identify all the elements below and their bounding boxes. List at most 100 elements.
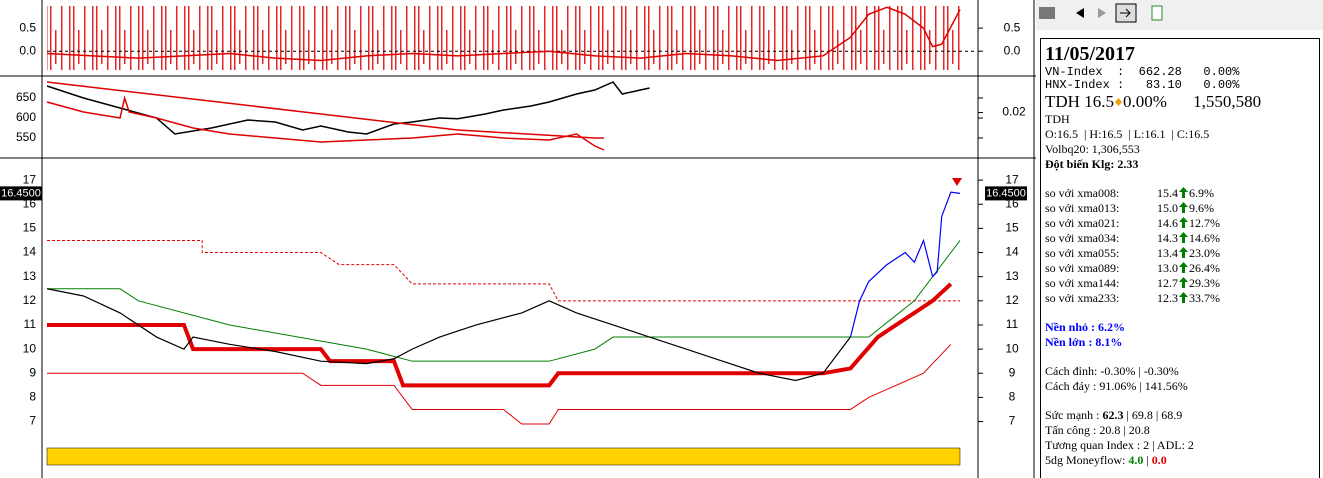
ma-label: so với xma089: — [1045, 261, 1120, 275]
y-tick-label: 10 — [23, 341, 37, 355]
y-tick-label: 15 — [23, 221, 37, 235]
up-arrow — [1179, 247, 1188, 258]
change: 0.00% — [1122, 92, 1167, 111]
ma-row: so với xma233: 12.3 33.7% — [1045, 291, 1315, 306]
y-tick-label: 0.0 — [1004, 43, 1021, 57]
series-line — [46, 95, 605, 151]
ma-pct: 29.3% — [1189, 276, 1220, 290]
up-arrow — [1179, 262, 1188, 273]
y-tick-label: 8 — [29, 390, 36, 404]
export-button[interactable] — [1151, 5, 1163, 21]
ma-pct: 26.4% — [1189, 261, 1220, 275]
attack: Tấn công : 20.8 | 20.8 — [1045, 423, 1150, 437]
ma-row: so với xma021: 14.6 12.7% — [1045, 216, 1315, 231]
base-small: Nền nhỏ : 6.2% — [1045, 320, 1126, 334]
y-tick-label: 650 — [16, 90, 36, 104]
y2-tick-label: 0.02 — [1002, 105, 1026, 119]
ma-value: 14.6 — [1157, 216, 1178, 230]
ma-pct: 9.6% — [1189, 201, 1214, 215]
correlation: Tương quan Index : 2 | ADL: 2 — [1045, 438, 1194, 452]
ma-row: so với xma055: 13.4 23.0% — [1045, 246, 1315, 261]
series-line — [46, 81, 650, 135]
moneyflow: 5dg Moneyflow: 4.0 | 0.0 — [1045, 453, 1315, 468]
base-large: Nền lớn : 8.1% — [1045, 335, 1123, 349]
y-tick-label: 0.5 — [19, 20, 36, 34]
y-tick-label: 9 — [1009, 365, 1016, 379]
index-line: VN-Index : 662.28 0.00% — [1045, 65, 1240, 79]
ma-value: 12.7 — [1157, 276, 1178, 290]
sell-marker — [952, 178, 962, 186]
y-tick-label: 0.5 — [1004, 20, 1021, 34]
y-tick-label: 13 — [23, 269, 37, 283]
diamond-icon — [1114, 98, 1122, 106]
ma-pct: 33.7% — [1189, 291, 1220, 305]
ma-value: 13.4 — [1157, 246, 1178, 260]
forward-button[interactable] — [1098, 8, 1106, 18]
ma-label: so với xma013: — [1045, 201, 1120, 215]
up-arrow — [1179, 277, 1188, 288]
ma-row: so với xma013: 15.0 9.6% — [1045, 201, 1315, 216]
volume-bars — [47, 6, 960, 70]
strength-rest: | 69.8 | 68.9 — [1123, 408, 1183, 422]
series-line — [47, 282, 953, 388]
up-arrow — [1179, 217, 1188, 228]
index-line: HNX-Index : 83.10 0.00% — [1045, 78, 1240, 92]
info-panel: 11/05/2017 VN-Index : 662.28 0.00% HNX-I… — [1040, 38, 1320, 478]
ma-label: so với xma021: — [1045, 216, 1120, 230]
ma-value: 12.3 — [1157, 291, 1178, 305]
price-tag: 16.4500 — [986, 187, 1026, 199]
up-arrow — [1179, 202, 1188, 213]
strength: Sức mạnh : 62.3 | 69.8 | 68.9 — [1045, 408, 1315, 423]
ma-row: so với xma144: 12.7 29.3% — [1045, 276, 1315, 291]
moneyflow-in: 4.0 — [1128, 453, 1144, 467]
chart-bg — [0, 0, 1036, 478]
volume: 1,550,580 — [1193, 92, 1262, 111]
from-peak: Cách đỉnh: -0.30% | -0.30% — [1045, 364, 1179, 378]
ma-row: so với xma034: 14.3 14.6% — [1045, 231, 1315, 246]
y-tick-label: 17 — [23, 172, 37, 186]
series-line — [47, 240, 961, 362]
ma-label: so với xma034: — [1045, 231, 1120, 245]
series-line — [849, 191, 961, 338]
back-button[interactable] — [1076, 8, 1084, 18]
moneyflow-label: 5dg Moneyflow: — [1045, 453, 1129, 467]
y-tick-label: 10 — [1005, 341, 1019, 355]
ma-label: so với xma233: — [1045, 291, 1120, 305]
series-line — [47, 239, 960, 302]
ohlc: O:16.5 | H:16.5 | L:16.1 | C:16.5 — [1045, 127, 1210, 141]
signal-bar — [46, 447, 961, 466]
up-arrow — [1179, 232, 1188, 243]
y-tick-label: 9 — [29, 365, 36, 379]
price-tag-bg — [985, 186, 1027, 201]
ticker: TDH — [1045, 92, 1080, 111]
series-line — [46, 288, 851, 382]
y-tick-label: 8 — [1009, 390, 1016, 404]
y-tick-label: 14 — [1005, 245, 1019, 259]
print-button[interactable] — [1039, 7, 1055, 19]
ma-label: so với xma144: — [1045, 276, 1120, 290]
from-bottom: Cách đáy : 91.06% | 141.56% — [1045, 379, 1188, 393]
y-tick-label: 7 — [29, 414, 36, 428]
ma-row: so với xma089: 13.0 26.4% — [1045, 261, 1315, 276]
date: 11/05/2017 — [1045, 43, 1136, 65]
ma-pct: 12.7% — [1189, 216, 1220, 230]
y-tick-label: 13 — [1005, 269, 1019, 283]
ma-pct: 14.6% — [1189, 231, 1220, 245]
series-line — [47, 343, 952, 425]
ma-label: so với xma008: — [1045, 186, 1120, 200]
price-tag: 16.4500 — [1, 187, 41, 199]
up-arrow — [1179, 187, 1188, 198]
toolbar-icons — [1039, 3, 1163, 23]
jump-icon — [1120, 8, 1131, 18]
y-tick-label: 17 — [1005, 172, 1019, 186]
strength-main: 62.3 — [1102, 408, 1124, 422]
y-tick-label: 11 — [24, 317, 37, 331]
strength-label: Sức mạnh : — [1045, 408, 1103, 422]
ma-pct: 6.9% — [1189, 186, 1214, 200]
toolbar — [1036, 0, 1323, 30]
ma-value: 15.0 — [1157, 201, 1178, 215]
y-tick-label: 15 — [1005, 221, 1019, 235]
y-tick-label: 0.0 — [19, 43, 36, 57]
y-tick-label: 7 — [1009, 414, 1016, 428]
